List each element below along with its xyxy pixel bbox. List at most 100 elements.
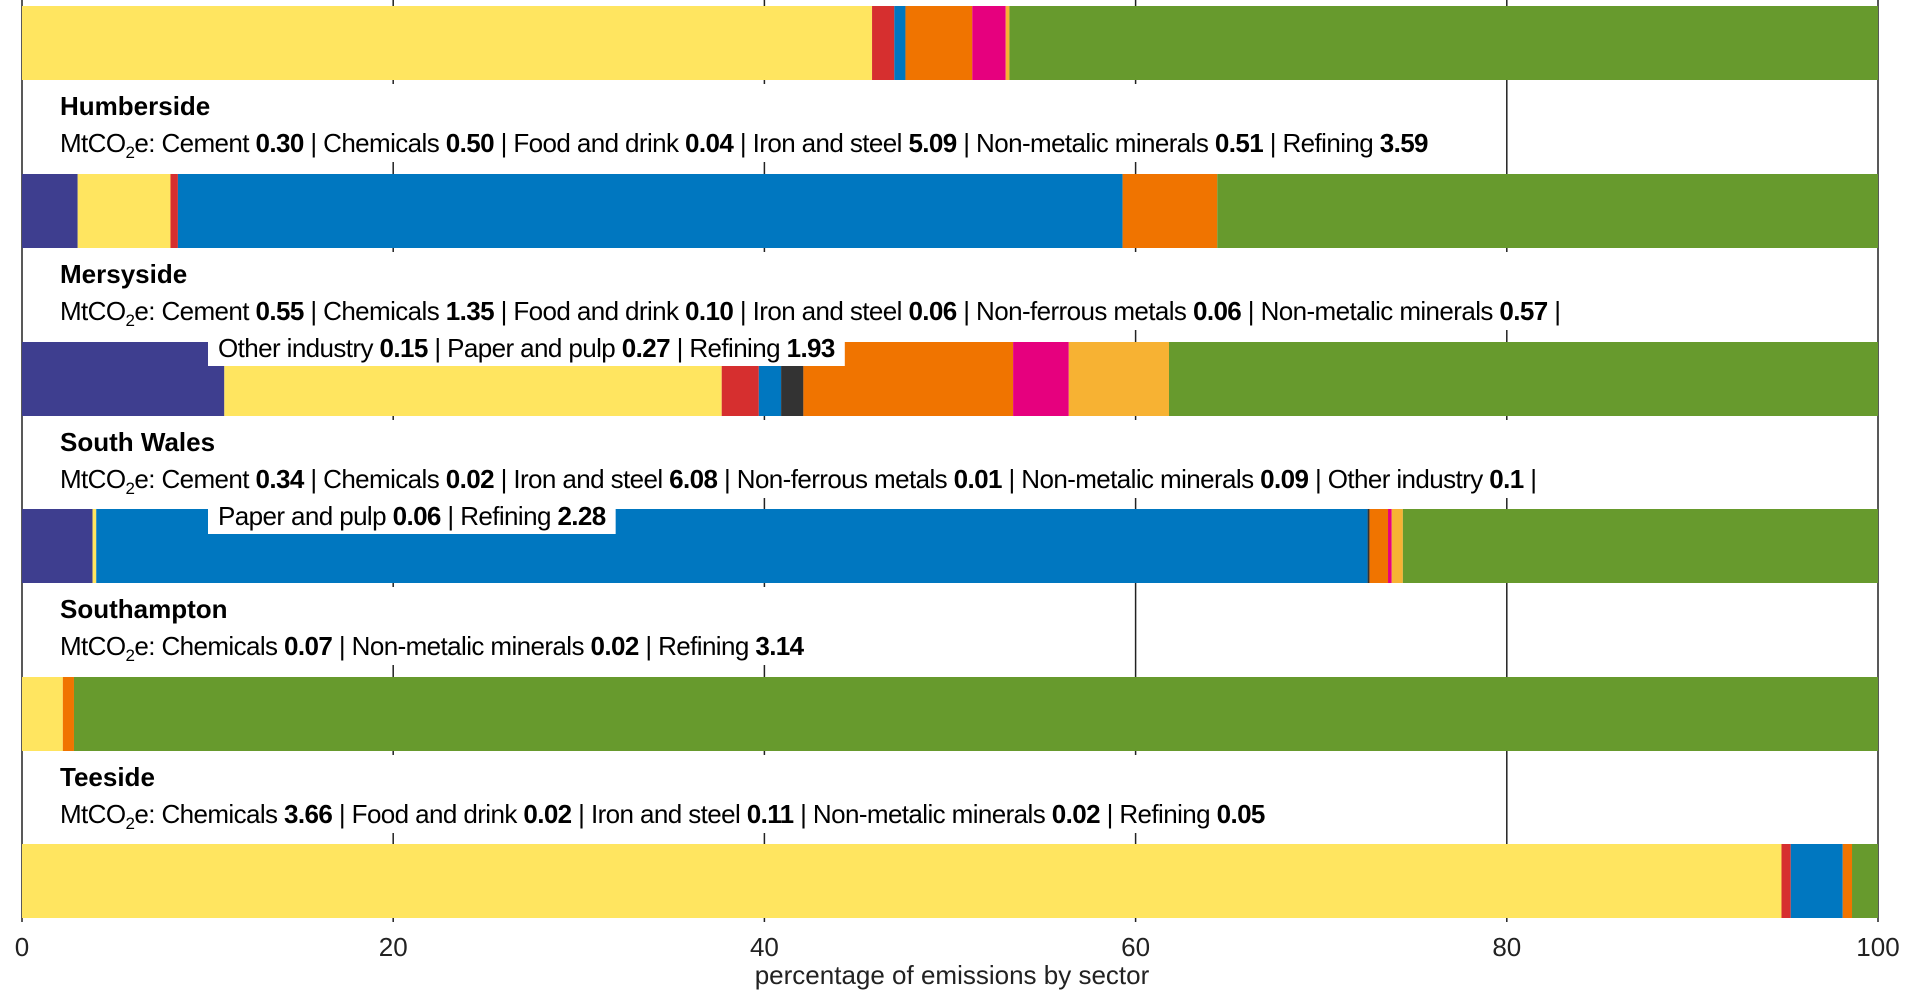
bar-segment-non-metalic-minerals [62,677,74,751]
sector-name: Refining [683,333,787,363]
sector-name: Refining [1113,799,1217,829]
bar-segment-other-industry [1388,509,1392,583]
label-south-wales: South Wales MtCO2e: Cement 0.34 | Chemica… [52,420,1547,534]
sector-value: 0.30 [256,128,304,158]
bar-segment-refining [1169,342,1878,416]
label-background [52,84,1438,162]
unit-label: MtCO [60,128,125,158]
bar-segment-non-metalic-minerals [905,6,973,80]
unit-suffix: e: [134,296,154,326]
separator: | [639,631,652,661]
sector-name: Refining [651,631,755,661]
separator: | [572,799,585,829]
separator: | [670,333,683,363]
sector-name: Paper and pulp [218,501,393,531]
unit-label: MtCO [60,464,125,494]
x-axis-title: percentage of emissions by sector [755,960,1150,990]
separator: | [304,464,317,494]
unit-label: MtCO [60,631,125,661]
label-background [52,420,1547,498]
sector-name: Non-metalic minerals [345,631,590,661]
x-tick-label: 80 [1492,932,1521,962]
sector-value: 0.04 [685,128,734,158]
bar-segment-other [22,509,93,583]
bar-segment-chemicals [77,174,171,248]
unit-subscript: 2 [125,311,134,330]
region-name: Mersyside [60,259,187,289]
unit-subscript: 2 [125,143,134,162]
bar-southampton [22,677,1878,751]
sector-value: 1.93 [787,333,835,363]
bar-teeside [22,844,1878,918]
separator: | [1241,296,1254,326]
separator: | [494,296,507,326]
separator: | [733,296,746,326]
bar-segment-iron-and-steel [177,174,1123,248]
separator: | [304,296,317,326]
emissions-detail-line: MtCO2e: Cement 0.34 | Chemicals 0.02 | I… [60,464,1536,498]
sector-name: Cement [155,296,256,326]
sector-value: 0.09 [1260,464,1308,494]
sector-value: 0.02 [590,631,638,661]
sector-value: 3.14 [755,631,804,661]
bar-segment-refining [73,677,1878,751]
bar-south-wales [22,509,1878,583]
sector-name: Cement [155,464,256,494]
sector-name: Iron and steel [584,799,746,829]
sector-name: Iron and steel [507,464,669,494]
sector-name: Non-metalic minerals [1254,296,1499,326]
separator: | [1524,464,1537,494]
bar-segment-non-metalic-minerals [1122,174,1218,248]
separator: | [441,501,454,531]
sector-value: 1.35 [446,296,494,326]
bar-segment-other [22,174,78,248]
separator: | [957,128,970,158]
unit-suffix: e: [134,128,154,158]
sector-value: 3.59 [1380,128,1428,158]
emissions-detail-line: MtCO2e: Cement 0.30 | Chemicals 0.50 | F… [60,128,1428,162]
sector-value: 0.06 [1193,296,1241,326]
sector-name: Food and drink [507,296,685,326]
sector-name: Chemicals [317,128,446,158]
bar-segment-non-metalic-minerals [1842,844,1853,918]
emissions-detail-line: MtCO2e: Chemicals 3.66 | Food and drink … [60,799,1265,833]
separator: | [1548,296,1561,326]
label-background [52,587,814,665]
region-name: Teeside [60,762,155,792]
sector-value: 0.15 [380,333,428,363]
bar-segment-food-and-drink [1781,844,1791,918]
sector-name: Refining [454,501,558,531]
bar-segment-food-and-drink [872,6,895,80]
sector-name: Chemicals [317,464,446,494]
sector-value: 0.07 [284,631,332,661]
bar-segment-other [22,342,225,416]
separator: | [494,464,507,494]
unit-label: MtCO [60,799,125,829]
sector-value: 0.55 [256,296,304,326]
x-tick-label: 20 [379,932,408,962]
sector-name: Non-ferrous metals [730,464,954,494]
separator: | [1002,464,1015,494]
sector-name: Chemicals [155,631,284,661]
label-background [52,252,1571,330]
bar-segment-non-ferrous-metals [1367,509,1370,583]
label-humberside: Humberside MtCO2e: Cement 0.30 | Chemical… [52,84,1438,162]
separator: | [794,799,807,829]
label-background-2 [208,498,616,534]
separator: | [1100,799,1113,829]
sector-name: Non-ferrous metals [969,296,1193,326]
region-name: Southampton [60,594,228,624]
sector-value: 0.27 [622,333,670,363]
sector-value: 0.06 [393,501,441,531]
sector-value: 0.02 [446,464,494,494]
sector-value: 0.02 [1052,799,1100,829]
sector-name: Chemicals [155,799,284,829]
bar-segment-iron-and-steel [894,6,906,80]
emissions-detail-line: Paper and pulp 0.06 | Refining 2.28 [218,501,606,531]
sector-value: 0.57 [1499,296,1547,326]
sector-name: Non-metalic minerals [806,799,1051,829]
bar-segment-other-industry [972,6,1006,80]
sector-value: 0.50 [446,128,494,158]
separator: | [304,128,317,158]
